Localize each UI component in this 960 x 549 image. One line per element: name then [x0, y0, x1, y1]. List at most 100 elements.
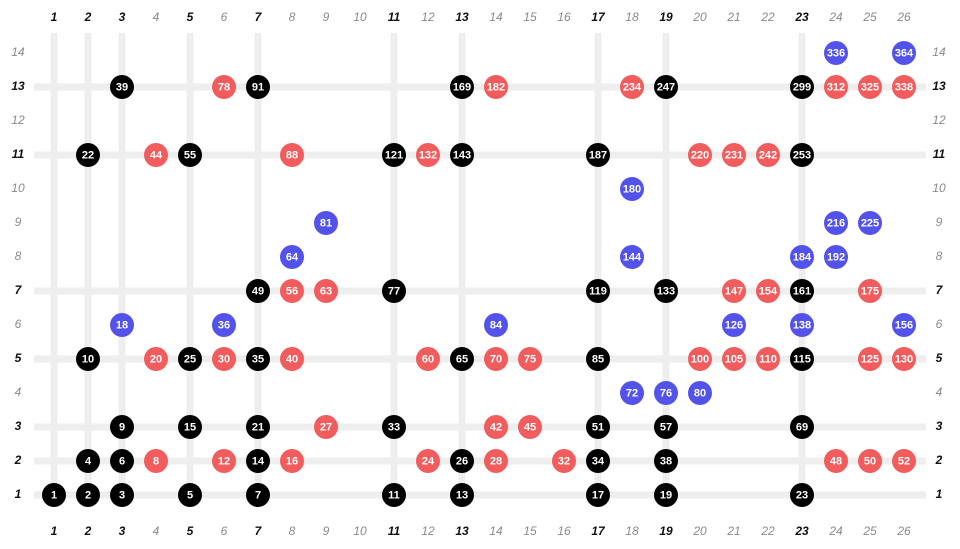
- dot-label: 76: [660, 387, 672, 399]
- dot-label: 81: [320, 217, 332, 229]
- column-label-bottom-12: 12: [421, 524, 435, 538]
- dot-label: 45: [524, 421, 536, 433]
- column-label-top-5: 5: [187, 10, 194, 24]
- dot-label: 80: [694, 387, 706, 399]
- dot-label: 14: [252, 455, 265, 467]
- number-dot-35: 35: [246, 347, 270, 371]
- number-dot-12: 12: [212, 449, 236, 473]
- number-dot-110: 110: [756, 347, 780, 371]
- dot-circle: [110, 313, 134, 337]
- number-dot-23: 23: [790, 483, 814, 507]
- dot-circle: [688, 381, 712, 405]
- dot-circle: [790, 483, 814, 507]
- number-dot-10: 10: [76, 347, 100, 371]
- dot-circle: [654, 449, 678, 473]
- dot-label: 144: [623, 251, 642, 263]
- column-label-bottom-18: 18: [625, 524, 639, 538]
- number-dot-26: 26: [450, 449, 474, 473]
- dot-label: 216: [827, 217, 845, 229]
- dot-label: 147: [725, 285, 743, 297]
- number-dot-84: 84: [484, 313, 508, 337]
- number-dot-147: 147: [722, 279, 746, 303]
- dot-label: 84: [490, 319, 503, 331]
- dot-circle: [110, 415, 134, 439]
- number-dot-60: 60: [416, 347, 440, 371]
- dot-label: 22: [82, 149, 94, 161]
- number-dot-27: 27: [314, 415, 338, 439]
- number-dot-17: 17: [586, 483, 610, 507]
- number-dot-4: 4: [76, 449, 100, 473]
- column-label-top-26: 26: [896, 10, 911, 24]
- dot-label: 50: [864, 455, 876, 467]
- number-dot-132: 132: [416, 143, 440, 167]
- dot-label: 75: [524, 353, 536, 365]
- dot-circle: [450, 143, 474, 167]
- dot-circle: [688, 143, 712, 167]
- column-label-top-24: 24: [828, 10, 843, 24]
- dot-circle: [790, 75, 814, 99]
- number-dot-78: 78: [212, 75, 236, 99]
- dot-circle: [212, 75, 236, 99]
- dot-circle: [586, 279, 610, 303]
- number-dots: 1 2 3 5 7 11 13 17 19 234 6 8 12 14 16 24 26 28 32 34 38 48 50…: [42, 41, 916, 507]
- dot-circle: [314, 211, 338, 235]
- dot-label: 156: [895, 319, 913, 331]
- column-label-bottom-25: 25: [862, 524, 877, 538]
- dot-label: 85: [592, 353, 604, 365]
- dot-circle: [484, 75, 508, 99]
- number-dot-38: 38: [654, 449, 678, 473]
- row-label-left-13: 13: [11, 79, 25, 93]
- dot-circle: [722, 313, 746, 337]
- column-label-bottom-2: 2: [84, 524, 92, 538]
- number-dot-126: 126: [722, 313, 746, 337]
- dot-circle: [688, 347, 712, 371]
- dot-circle: [722, 279, 746, 303]
- row-label-left-14: 14: [11, 45, 25, 59]
- number-dot-20: 20: [144, 347, 168, 371]
- column-label-bottom-23: 23: [794, 524, 809, 538]
- number-dot-133: 133: [654, 279, 678, 303]
- number-dot-16: 16: [280, 449, 304, 473]
- number-dot-36: 36: [212, 313, 236, 337]
- dot-circle: [450, 75, 474, 99]
- number-dot-154: 154: [756, 279, 780, 303]
- dot-circle: [790, 313, 814, 337]
- number-dot-299: 299: [790, 75, 814, 99]
- dot-label: 27: [320, 421, 332, 433]
- number-dot-161: 161: [790, 279, 814, 303]
- row-label-right-2: 2: [935, 453, 943, 467]
- dot-circle: [246, 347, 270, 371]
- number-dot-32: 32: [552, 449, 576, 473]
- number-dot-364: 364: [892, 41, 916, 65]
- column-label-top-2: 2: [84, 10, 92, 24]
- column-label-top-11: 11: [388, 10, 401, 24]
- column-label-top-4: 4: [153, 10, 160, 24]
- dot-label: 30: [218, 353, 230, 365]
- column-label-bottom-6: 6: [221, 524, 228, 538]
- dot-circle: [178, 415, 202, 439]
- dot-label: 40: [286, 353, 298, 365]
- dot-circle: [382, 143, 406, 167]
- dot-circle: [824, 449, 848, 473]
- dot-label: 48: [830, 455, 842, 467]
- number-dot-182: 182: [484, 75, 508, 99]
- column-label-top-15: 15: [523, 10, 537, 24]
- dot-circle: [756, 143, 780, 167]
- dot-circle: [42, 483, 66, 507]
- dot-label: 364: [895, 47, 914, 59]
- number-dot-338: 338: [892, 75, 916, 99]
- column-label-bottom-16: 16: [557, 524, 571, 538]
- dot-label: 91: [252, 81, 264, 93]
- dot-circle: [110, 483, 134, 507]
- dot-label: 60: [422, 353, 434, 365]
- dot-label: 11: [388, 489, 400, 501]
- row-label-left-4: 4: [15, 385, 22, 399]
- dot-circle: [416, 347, 440, 371]
- number-dot-156: 156: [892, 313, 916, 337]
- row-label-right-3: 3: [936, 419, 943, 433]
- number-dot-3: 3: [110, 483, 134, 507]
- dot-circle: [824, 245, 848, 269]
- dot-circle: [484, 313, 508, 337]
- dot-circle: [110, 449, 134, 473]
- dot-circle: [382, 415, 406, 439]
